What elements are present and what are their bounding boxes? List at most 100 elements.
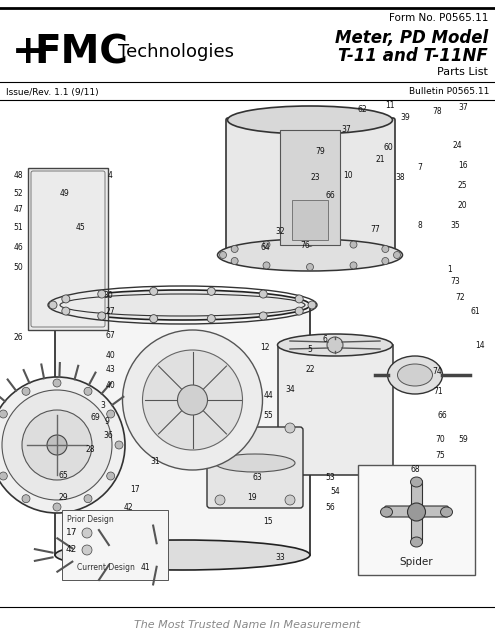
Circle shape xyxy=(285,423,295,433)
Text: 26: 26 xyxy=(13,333,23,342)
Circle shape xyxy=(394,252,400,259)
FancyBboxPatch shape xyxy=(207,427,303,508)
Ellipse shape xyxy=(215,454,295,472)
Text: 3: 3 xyxy=(100,401,105,410)
Text: FMC: FMC xyxy=(34,33,128,71)
Bar xyxy=(358,465,475,575)
Text: 20: 20 xyxy=(457,200,467,209)
Ellipse shape xyxy=(278,334,393,356)
Text: 61: 61 xyxy=(470,307,480,317)
Circle shape xyxy=(308,301,316,309)
Text: 65: 65 xyxy=(58,470,68,479)
Circle shape xyxy=(219,252,227,259)
Circle shape xyxy=(49,301,57,309)
Text: 48: 48 xyxy=(13,170,23,179)
Circle shape xyxy=(115,441,123,449)
Circle shape xyxy=(149,287,158,295)
Text: 64: 64 xyxy=(260,243,270,253)
Text: 5: 5 xyxy=(307,346,312,355)
Text: 45: 45 xyxy=(75,223,85,232)
Text: 79: 79 xyxy=(315,147,325,157)
Text: 55: 55 xyxy=(263,410,273,419)
Ellipse shape xyxy=(397,364,433,386)
Text: 66: 66 xyxy=(437,410,447,419)
Circle shape xyxy=(295,295,303,303)
Text: 30: 30 xyxy=(103,291,113,300)
Text: Prior Design: Prior Design xyxy=(67,515,114,524)
Text: Spider: Spider xyxy=(399,557,433,567)
Text: 52: 52 xyxy=(13,189,23,198)
Circle shape xyxy=(47,435,67,455)
Text: 72: 72 xyxy=(455,294,465,303)
Text: 22: 22 xyxy=(305,365,315,374)
Circle shape xyxy=(149,315,158,323)
Text: 36: 36 xyxy=(103,431,113,440)
Text: 56: 56 xyxy=(325,504,335,513)
Text: 38: 38 xyxy=(395,173,405,182)
Circle shape xyxy=(263,241,270,248)
Ellipse shape xyxy=(55,540,310,570)
Text: 69: 69 xyxy=(90,413,100,422)
Text: 21: 21 xyxy=(375,156,385,164)
Circle shape xyxy=(231,257,238,264)
Circle shape xyxy=(84,495,92,502)
Text: 7: 7 xyxy=(418,163,422,173)
Text: 29: 29 xyxy=(58,493,68,502)
Text: The Most Trusted Name In Measurement: The Most Trusted Name In Measurement xyxy=(134,620,361,630)
Text: 25: 25 xyxy=(457,180,467,189)
Text: 75: 75 xyxy=(435,451,445,460)
Text: 11: 11 xyxy=(385,100,395,109)
Text: 40: 40 xyxy=(105,381,115,390)
Circle shape xyxy=(0,472,7,480)
Text: Technologies: Technologies xyxy=(118,43,234,61)
Text: 60: 60 xyxy=(383,143,393,152)
Bar xyxy=(28,168,108,330)
Text: 50: 50 xyxy=(13,264,23,273)
Circle shape xyxy=(295,307,303,315)
Text: 33: 33 xyxy=(275,554,285,563)
Text: 63: 63 xyxy=(252,474,262,483)
Circle shape xyxy=(62,307,70,315)
Circle shape xyxy=(306,239,313,246)
Text: 76: 76 xyxy=(300,241,310,250)
Circle shape xyxy=(143,350,243,450)
Ellipse shape xyxy=(410,477,423,487)
Ellipse shape xyxy=(55,290,310,320)
FancyBboxPatch shape xyxy=(385,506,448,517)
Circle shape xyxy=(407,503,426,521)
Text: 28: 28 xyxy=(85,445,95,454)
Circle shape xyxy=(22,387,30,396)
Circle shape xyxy=(62,295,70,303)
Circle shape xyxy=(382,257,389,264)
Circle shape xyxy=(2,390,112,500)
Text: 53: 53 xyxy=(325,474,335,483)
Text: 12: 12 xyxy=(260,344,270,353)
Ellipse shape xyxy=(228,106,393,134)
Circle shape xyxy=(98,290,106,298)
Text: Current Design: Current Design xyxy=(77,563,135,572)
Circle shape xyxy=(215,423,225,433)
Circle shape xyxy=(122,330,262,470)
Text: 6: 6 xyxy=(323,335,327,344)
Text: 47: 47 xyxy=(13,205,23,214)
Text: +: + xyxy=(12,33,45,71)
Circle shape xyxy=(259,312,267,320)
Bar xyxy=(62,510,168,580)
Bar xyxy=(292,200,328,240)
Text: 49: 49 xyxy=(60,189,70,198)
Text: 14: 14 xyxy=(475,340,485,349)
Text: 37: 37 xyxy=(341,125,351,134)
Text: 32: 32 xyxy=(275,227,285,237)
Circle shape xyxy=(207,287,215,295)
Circle shape xyxy=(263,262,270,269)
Text: 42: 42 xyxy=(66,545,77,554)
Text: 46: 46 xyxy=(13,243,23,253)
Text: T-11 and T-11NF: T-11 and T-11NF xyxy=(338,47,488,65)
Text: 67: 67 xyxy=(105,330,115,339)
Text: 17: 17 xyxy=(130,486,140,495)
Bar xyxy=(55,305,310,555)
Circle shape xyxy=(215,495,225,505)
Ellipse shape xyxy=(388,356,443,394)
Circle shape xyxy=(259,290,267,298)
Text: 43: 43 xyxy=(105,365,115,374)
